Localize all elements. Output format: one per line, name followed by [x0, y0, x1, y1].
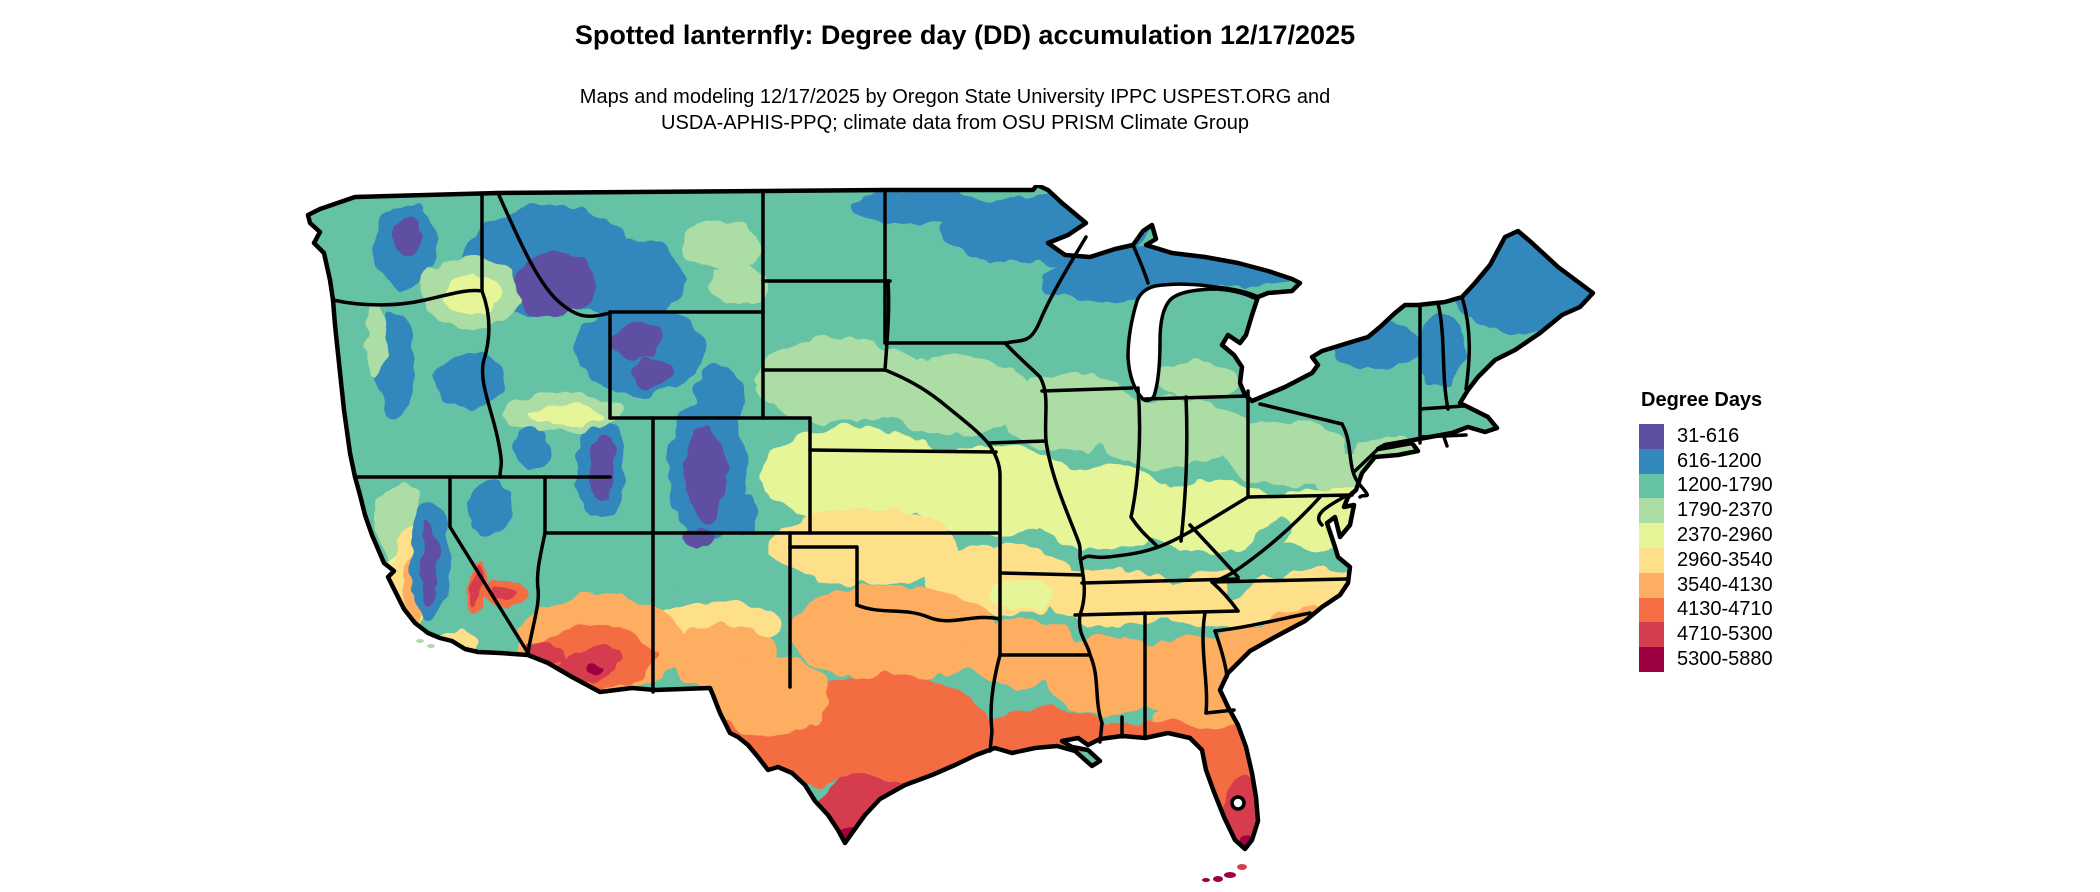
legend-swatch [1639, 498, 1664, 524]
legend-label: 31-616 [1677, 424, 1740, 447]
legend-swatch [1639, 572, 1664, 598]
legend-swatch [1639, 523, 1664, 548]
legend-swatch [1639, 424, 1664, 449]
legend-row: 5300-5880 [1639, 647, 1773, 672]
header: Spotted lanternfly: Degree day (DD) accu… [0, 20, 1930, 51]
legend-label: 4130-4710 [1677, 598, 1773, 621]
legend-label: 4710-5300 [1677, 623, 1773, 646]
legend-label: 3540-4130 [1677, 573, 1773, 596]
lake-okeechobee [1230, 795, 1246, 811]
legend: Degree Days 31-616 616-1200 1200-1790 1790-… [1639, 389, 1773, 672]
legend-swatch [1639, 448, 1664, 474]
raster-color-field [308, 185, 1593, 849]
page-title: Spotted lanternfly: Degree day (DD) accu… [574, 20, 1356, 50]
legend-row: 2960-3540 [1639, 547, 1773, 573]
legend-label: 2960-3540 [1677, 548, 1773, 571]
legend-row: 1200-1790 [1639, 473, 1773, 499]
legend-swatch [1639, 622, 1664, 648]
legend-swatch [1639, 597, 1664, 623]
legend-label: 5300-5880 [1677, 648, 1773, 671]
legend-rows: 31-616 616-1200 1200-1790 1790-2370 2370-296… [1639, 424, 1773, 672]
legend-row: 31-616 [1639, 424, 1773, 449]
subtitle-line-1: Maps and modeling 12/17/2025 by Oregon S… [579, 86, 1331, 108]
legend-label: 1790-2370 [1677, 499, 1773, 522]
us-outline [305, 185, 1596, 852]
state-borders [331, 188, 1471, 753]
legend-row: 2370-2960 [1639, 523, 1773, 548]
legend-swatch [1639, 547, 1664, 573]
legend-label: 1200-1790 [1677, 474, 1773, 497]
legend-row: 4710-5300 [1639, 622, 1773, 648]
florida-keys [1202, 864, 1247, 882]
legend-row: 3540-4130 [1639, 572, 1773, 598]
channel-islands [416, 639, 435, 648]
legend-title: Degree Days [1641, 389, 1763, 411]
legend-row: 1790-2370 [1639, 498, 1773, 524]
map-image [305, 185, 1596, 882]
legend-swatch [1639, 473, 1664, 499]
subtitle-line-2: USDA-APHIS-PPQ; climate data from OSU PR… [661, 112, 1249, 134]
legend-row: 4130-4710 [1639, 597, 1773, 623]
legend-label: 616-1200 [1677, 449, 1762, 472]
map-subtitle: Maps and modeling 12/17/2025 by Oregon S… [0, 84, 1910, 136]
legend-swatch [1639, 647, 1664, 672]
us-degree-day-map [300, 185, 1610, 885]
legend-row: 616-1200 [1639, 448, 1773, 474]
legend-label: 2370-2960 [1677, 524, 1773, 547]
